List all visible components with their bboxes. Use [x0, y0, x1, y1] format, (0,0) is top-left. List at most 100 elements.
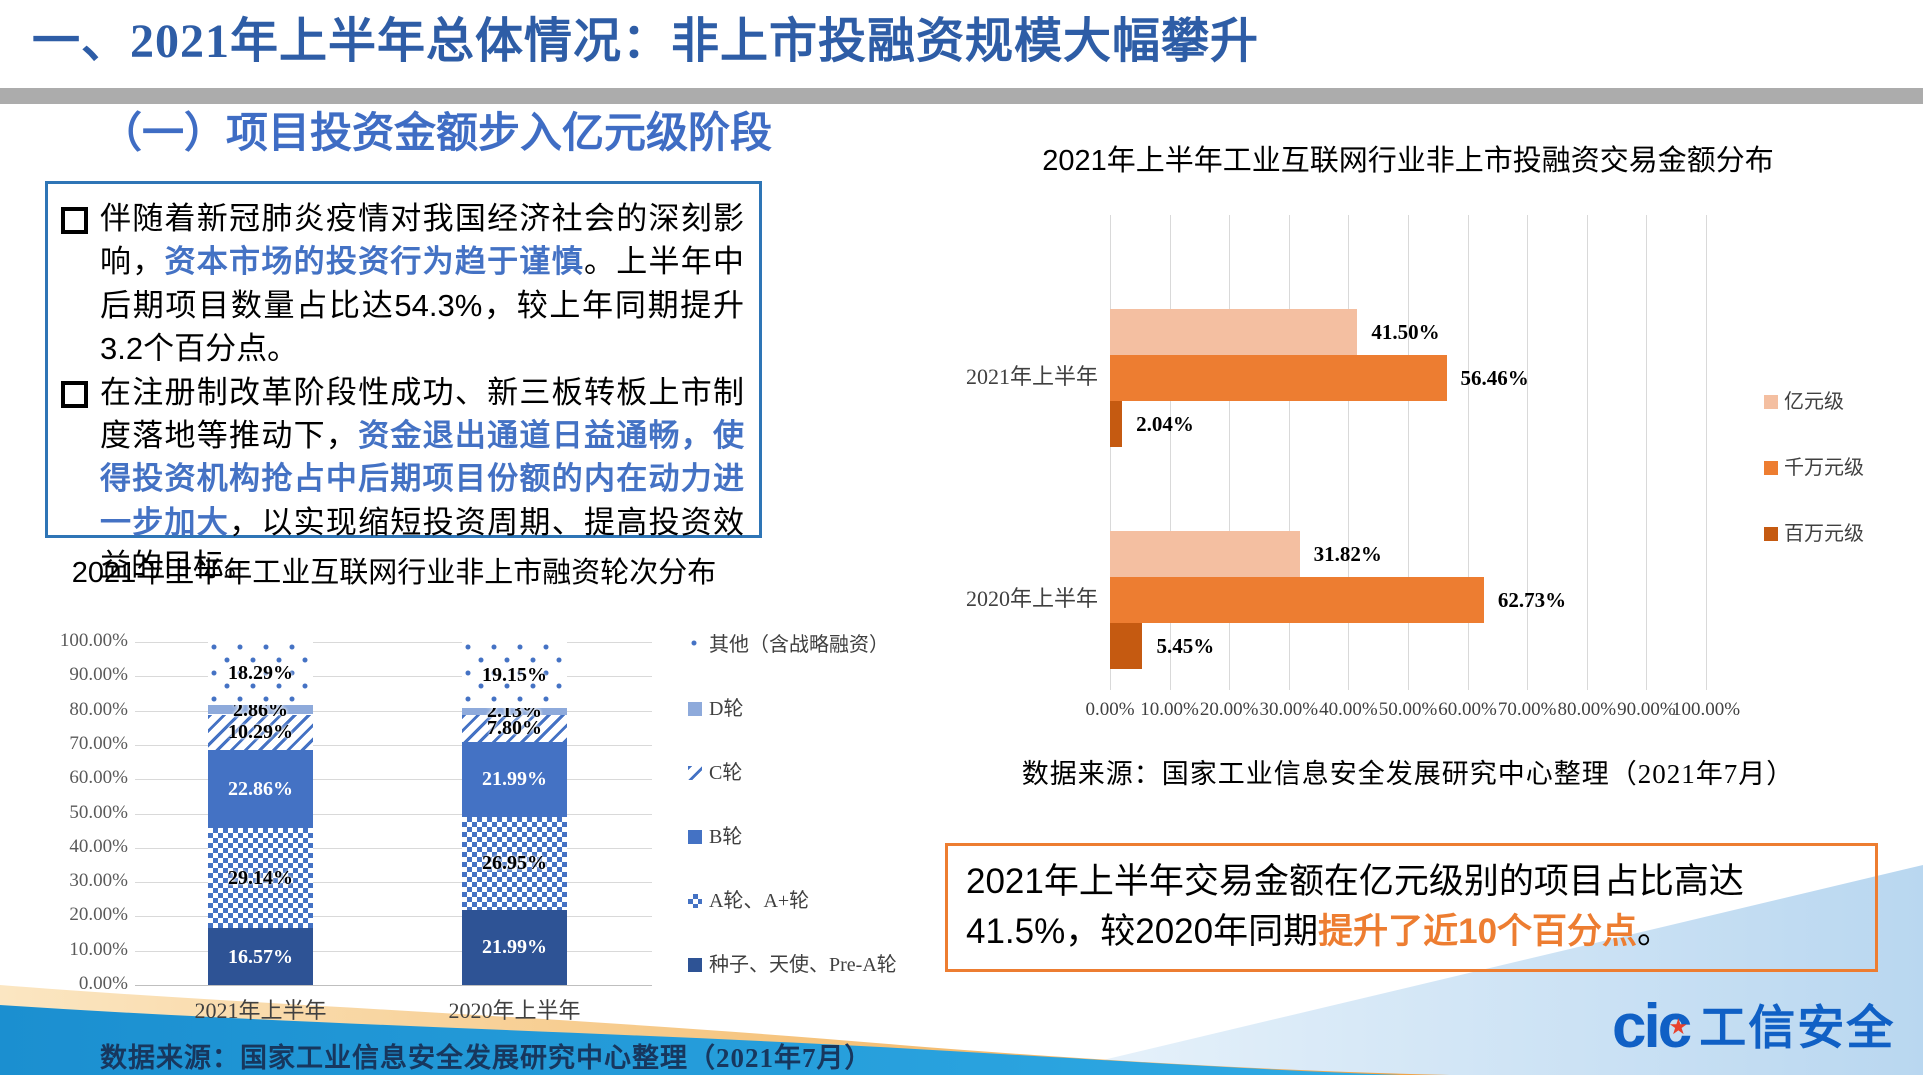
logo-text: 工信安全	[1699, 1000, 1896, 1054]
company-logo: cic ★ 工信安全	[1612, 996, 1895, 1058]
left-data-source: 数据来源：国家工业信息安全发展研究中心整理（2021年7月）	[100, 1043, 873, 1073]
bar-value-label: 56.46%	[1460, 366, 1529, 390]
bullet-item: 伴随着新冠肺炎疫情对我国经济社会的深刻影响，资本市场的投资行为趋于谨慎。上半年中…	[61, 197, 744, 371]
bar-segment	[462, 714, 567, 742]
x-gridline	[1527, 215, 1529, 690]
bar-segment-label: 7.80%	[487, 717, 542, 740]
legend-label: C轮	[709, 762, 743, 784]
legend-marker	[1764, 461, 1778, 475]
bar-segment	[462, 741, 567, 818]
bar-segment	[208, 714, 313, 750]
y-gridline	[135, 710, 652, 712]
y-gridline	[135, 847, 652, 849]
legend-label: 亿元级	[1784, 391, 1844, 413]
y-gridline	[135, 779, 652, 781]
summary-text-box: 伴随着新冠肺炎疫情对我国经济社会的深刻影响，资本市场的投资行为趋于谨慎。上半年中…	[45, 181, 762, 583]
legend-marker	[688, 702, 702, 716]
x-gridline	[1110, 215, 1111, 690]
legend-label: B轮	[709, 826, 743, 848]
y-axis-tick-label: 90.00%	[69, 664, 128, 686]
x-axis-tick-label: 80.00%	[1557, 699, 1617, 720]
bullet-text: 伴随着新冠肺炎疫情对我国经济社会的深刻影响，资本市场的投资行为趋于谨慎。上半年中…	[100, 201, 745, 367]
blue-wave	[0, 1005, 1400, 1075]
y-category-label: 2021年上半年	[965, 364, 1098, 389]
x-axis-tick-label: 60.00%	[1438, 699, 1497, 720]
y-axis-tick-label: 60.00%	[69, 767, 128, 789]
y-gridline	[135, 813, 652, 815]
y-gridline	[135, 744, 652, 746]
bar-value-label: 41.50%	[1371, 320, 1440, 344]
bar-value-label: 31.82%	[1313, 542, 1382, 566]
x-axis-tick-label: 100.00%	[1671, 699, 1741, 720]
logo-mark: cic ★	[1612, 992, 1692, 1061]
legend-marker	[688, 766, 702, 780]
bar-segment-label: 21.99%	[482, 768, 547, 791]
x-gridline	[1646, 215, 1648, 690]
legend-label: 百万元级	[1784, 523, 1864, 545]
bullet-square-icon	[61, 380, 88, 408]
x-axis-tick-label: 40.00%	[1319, 699, 1378, 720]
x-gridline	[1586, 215, 1588, 690]
x-axis-tick-label: 10.00%	[1140, 699, 1199, 720]
bar	[1110, 623, 1143, 669]
legend-label: 其他（含战略融资）	[709, 634, 889, 656]
bar	[1110, 355, 1447, 401]
legend-marker	[688, 638, 702, 652]
slide-title: 一、2021年上半年总体情况：非上市投融资规模大幅攀升	[32, 15, 1260, 68]
x-axis-tick-label: 50.00%	[1378, 699, 1438, 720]
bar	[1110, 309, 1358, 355]
bullet-text: 在注册制改革阶段性成功、新三板转板上市制度落地等推动下，资金退出通道日益通畅，使…	[100, 374, 745, 584]
y-axis-tick-label: 100.00%	[59, 630, 128, 651]
logo-star-icon: ★	[1668, 1014, 1689, 1039]
y-gridline	[135, 642, 652, 643]
x-axis-tick-label: 0.00%	[1085, 699, 1135, 720]
x-gridline	[1408, 215, 1409, 690]
bar-segment-label: 22.86%	[228, 778, 293, 800]
bar-segment-label: 19.15%	[482, 663, 547, 686]
y-axis-tick-label: 50.00%	[69, 801, 128, 823]
x-axis-tick-label: 70.00%	[1497, 699, 1557, 720]
bar	[1110, 531, 1300, 577]
right-chart-title: 2021年上半年工业互联网行业非上市投融资交易金额分布	[1042, 145, 1774, 177]
right-data-source: 数据来源：国家工业信息安全发展研究中心整理（2021年7月）	[1021, 759, 1795, 789]
left-chart-title: 2021年上半年工业互联网行业非上市融资轮次分布	[71, 557, 717, 589]
bar-segment	[462, 641, 567, 708]
bar	[1110, 401, 1123, 447]
x-axis-tick-label: 30.00%	[1259, 699, 1319, 720]
y-axis-tick-label: 80.00%	[69, 698, 128, 720]
bar-value-label: 2.04%	[1136, 412, 1194, 436]
legend-label: D轮	[709, 698, 744, 720]
legend-marker	[688, 830, 702, 844]
x-gridline	[1169, 215, 1171, 690]
header-divider-band	[0, 88, 1923, 104]
y-axis-tick-label: 70.00%	[69, 732, 128, 754]
x-gridline	[1348, 215, 1350, 690]
bar-segment	[208, 704, 313, 715]
bar-segment	[208, 749, 313, 829]
bar-segment-label: 2.86%	[233, 698, 288, 721]
legend-marker	[1764, 395, 1778, 409]
x-gridline	[1288, 215, 1290, 690]
bullet-item: 在注册制改革阶段性成功、新三板转板上市制度落地等推动下，资金退出通道日益通畅，使…	[61, 371, 744, 588]
bar-segment	[462, 707, 567, 715]
y-category-label: 2020年上半年	[965, 586, 1098, 611]
bar	[1110, 577, 1484, 623]
bar-segment	[208, 641, 313, 705]
bar-segment-label: 18.29%	[228, 662, 293, 685]
x-gridline	[1229, 215, 1231, 690]
bullet-square-icon	[61, 207, 88, 234]
x-axis-tick-label: 90.00%	[1617, 699, 1676, 720]
legend-marker	[1764, 527, 1778, 541]
x-gridline	[1467, 215, 1469, 690]
x-gridline	[1706, 215, 1707, 690]
callout-box: 2021年上半年交易金额在亿元级别的项目占比高达41.5%，较2020年同期提升…	[945, 843, 1878, 973]
x-axis-tick-label: 20.00%	[1199, 699, 1259, 720]
bar-value-label: 5.45%	[1156, 634, 1215, 658]
bar-value-label: 62.73%	[1497, 588, 1567, 612]
section-subtitle: （一）项目投资金额步入亿元级阶段	[100, 109, 773, 156]
legend-label: 千万元级	[1784, 457, 1864, 479]
bar-segment-label: 10.29%	[228, 721, 293, 744]
y-gridline	[135, 676, 652, 678]
bar-segment-label: 2.13%	[487, 700, 542, 723]
